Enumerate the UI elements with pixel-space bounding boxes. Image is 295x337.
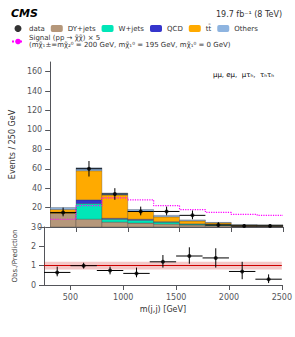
svg-text:120: 120 xyxy=(27,106,42,115)
svg-text:Events / 250 GeV: Events / 250 GeV xyxy=(8,109,17,179)
svg-text:2000: 2000 xyxy=(219,293,239,302)
svg-text:160: 160 xyxy=(27,67,42,76)
svg-text:100: 100 xyxy=(27,125,42,134)
svg-text:m(j,j) [GeV]: m(j,j) [GeV] xyxy=(140,305,186,314)
svg-text:1000: 1000 xyxy=(113,293,133,302)
svg-text:data: data xyxy=(29,25,45,33)
svg-text:3: 3 xyxy=(31,223,36,232)
svg-text:0: 0 xyxy=(37,223,42,232)
svg-text:140: 140 xyxy=(27,87,42,96)
svg-text:Obs./Prediction: Obs./Prediction xyxy=(11,230,19,283)
svg-text:Others: Others xyxy=(234,25,258,33)
svg-text:QCD: QCD xyxy=(167,25,183,33)
svg-text:60: 60 xyxy=(32,164,42,173)
svg-text:DY+jets: DY+jets xyxy=(68,25,96,33)
svg-text:19.7 fb⁻¹ (8 TeV): 19.7 fb⁻¹ (8 TeV) xyxy=(216,10,282,19)
svg-text:1500: 1500 xyxy=(166,293,186,302)
svg-text:0: 0 xyxy=(31,281,36,290)
svg-text:2500: 2500 xyxy=(272,293,292,302)
svg-text:2: 2 xyxy=(31,242,36,251)
svg-text:tt̄: tt̄ xyxy=(206,23,212,32)
svg-text:20: 20 xyxy=(32,203,42,212)
svg-text:1: 1 xyxy=(31,261,36,270)
svg-text:μμ, eμ, μτₕ, τₕτₕ: μμ, eμ, μτₕ, τₕτₕ xyxy=(213,71,274,79)
svg-text:40: 40 xyxy=(32,184,42,193)
svg-text:Signal (pp → χ̃χ̃) × 5: Signal (pp → χ̃χ̃) × 5 xyxy=(29,34,101,42)
svg-text:500: 500 xyxy=(63,293,78,302)
svg-text:W+jets: W+jets xyxy=(119,25,145,33)
svg-text:CMS: CMS xyxy=(11,7,38,20)
svg-text:80: 80 xyxy=(32,145,42,154)
svg-text:(mχ̃₁±=mχ̃₂⁰ = 200 GeV, mχ̃₁⁰: (mχ̃₁±=mχ̃₂⁰ = 200 GeV, mχ̃₁⁰ = 195 GeV,… xyxy=(29,41,231,49)
